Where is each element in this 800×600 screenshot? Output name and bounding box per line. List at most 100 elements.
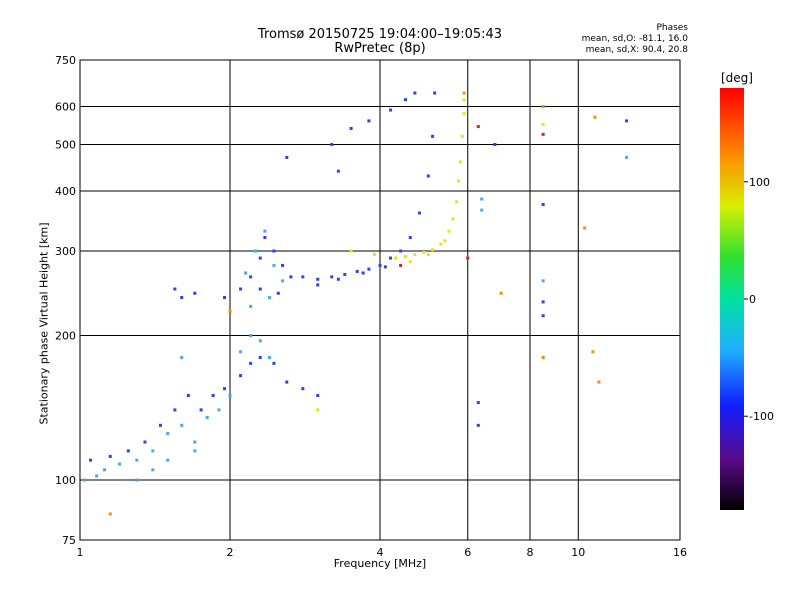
data-point bbox=[343, 273, 347, 277]
data-point bbox=[541, 202, 545, 206]
data-point bbox=[389, 108, 393, 112]
data-point bbox=[186, 394, 190, 398]
data-point bbox=[336, 169, 340, 173]
data-point bbox=[316, 277, 320, 281]
x-tick-label: 8 bbox=[527, 546, 534, 559]
data-point bbox=[166, 458, 170, 462]
y-tick-label: 75 bbox=[62, 534, 76, 547]
x-tick-label: 4 bbox=[377, 546, 384, 559]
stats-x: mean, sd,X: 90.4, 20.8 bbox=[585, 45, 688, 55]
data-point bbox=[151, 468, 155, 472]
data-point bbox=[336, 277, 340, 281]
data-point bbox=[451, 217, 455, 221]
data-point bbox=[126, 449, 130, 453]
data-point bbox=[82, 478, 86, 482]
data-point bbox=[135, 478, 139, 482]
data-point bbox=[193, 449, 197, 453]
data-point bbox=[173, 287, 177, 291]
data-point bbox=[249, 334, 253, 338]
data-point bbox=[476, 423, 480, 427]
data-point bbox=[460, 134, 464, 138]
data-point bbox=[285, 155, 289, 159]
data-point bbox=[431, 134, 435, 138]
data-point bbox=[316, 283, 320, 287]
data-point bbox=[541, 123, 545, 127]
y-tick-label: 100 bbox=[55, 474, 76, 487]
data-point bbox=[541, 355, 545, 359]
data-point bbox=[431, 248, 435, 252]
data-point bbox=[383, 265, 387, 269]
data-point bbox=[108, 454, 112, 458]
chart-title: Tromsø 20150725 19:04:00–19:05:43 bbox=[257, 27, 503, 42]
data-point bbox=[143, 440, 147, 444]
y-tick-label: 600 bbox=[55, 101, 76, 114]
data-point bbox=[541, 105, 545, 109]
data-point bbox=[267, 296, 271, 300]
x-tick-label: 2 bbox=[227, 546, 234, 559]
data-point bbox=[413, 253, 417, 257]
x-tick-label: 6 bbox=[464, 546, 471, 559]
data-point bbox=[367, 267, 371, 271]
data-point bbox=[228, 394, 232, 398]
data-point bbox=[541, 300, 545, 304]
data-point bbox=[223, 387, 227, 391]
data-point bbox=[239, 287, 243, 291]
data-point bbox=[108, 512, 112, 516]
data-point bbox=[476, 125, 480, 129]
colorbar bbox=[720, 88, 744, 510]
data-point bbox=[476, 401, 480, 405]
data-point bbox=[447, 229, 451, 233]
data-point bbox=[403, 98, 407, 102]
data-point bbox=[103, 468, 107, 472]
data-point bbox=[249, 304, 253, 308]
data-point bbox=[249, 275, 253, 279]
data-point bbox=[462, 98, 466, 102]
data-point bbox=[180, 296, 184, 300]
x-tick-label: 16 bbox=[673, 546, 687, 559]
data-point bbox=[422, 250, 426, 254]
data-point bbox=[158, 423, 162, 427]
data-point bbox=[89, 458, 93, 462]
data-point bbox=[258, 355, 262, 359]
data-point bbox=[625, 119, 629, 123]
data-point bbox=[272, 263, 276, 267]
data-point bbox=[289, 275, 293, 279]
data-point bbox=[466, 256, 470, 260]
data-point bbox=[413, 91, 417, 95]
data-point bbox=[480, 197, 484, 201]
data-point bbox=[361, 271, 365, 275]
data-point bbox=[95, 474, 99, 478]
data-point bbox=[217, 408, 221, 412]
data-point bbox=[301, 275, 305, 279]
data-point bbox=[399, 249, 403, 253]
data-point bbox=[180, 355, 184, 359]
data-point bbox=[457, 179, 461, 183]
data-point bbox=[597, 380, 601, 384]
data-point bbox=[355, 269, 359, 273]
data-point bbox=[591, 350, 595, 354]
colorbar-tick-label: 0 bbox=[749, 293, 756, 306]
data-point bbox=[417, 211, 421, 215]
data-point bbox=[239, 350, 243, 354]
data-point bbox=[258, 287, 262, 291]
data-point bbox=[455, 200, 459, 204]
data-point bbox=[480, 208, 484, 212]
data-point bbox=[378, 263, 382, 267]
data-point bbox=[458, 160, 462, 164]
data-point bbox=[166, 432, 170, 436]
data-point bbox=[276, 291, 280, 295]
data-point bbox=[151, 449, 155, 453]
data-point bbox=[258, 256, 262, 260]
data-point bbox=[180, 423, 184, 427]
data-point bbox=[199, 408, 203, 412]
data-point bbox=[462, 91, 466, 95]
data-point bbox=[330, 143, 334, 147]
stats-o: mean, sd,O: -81.1, 16.0 bbox=[581, 34, 688, 44]
data-point bbox=[239, 374, 243, 378]
data-point bbox=[593, 115, 597, 119]
data-point bbox=[493, 143, 497, 147]
x-axis-label: Frequency [MHz] bbox=[333, 557, 427, 570]
data-point bbox=[625, 155, 629, 159]
colorbar-tick-label: 100 bbox=[749, 176, 770, 189]
